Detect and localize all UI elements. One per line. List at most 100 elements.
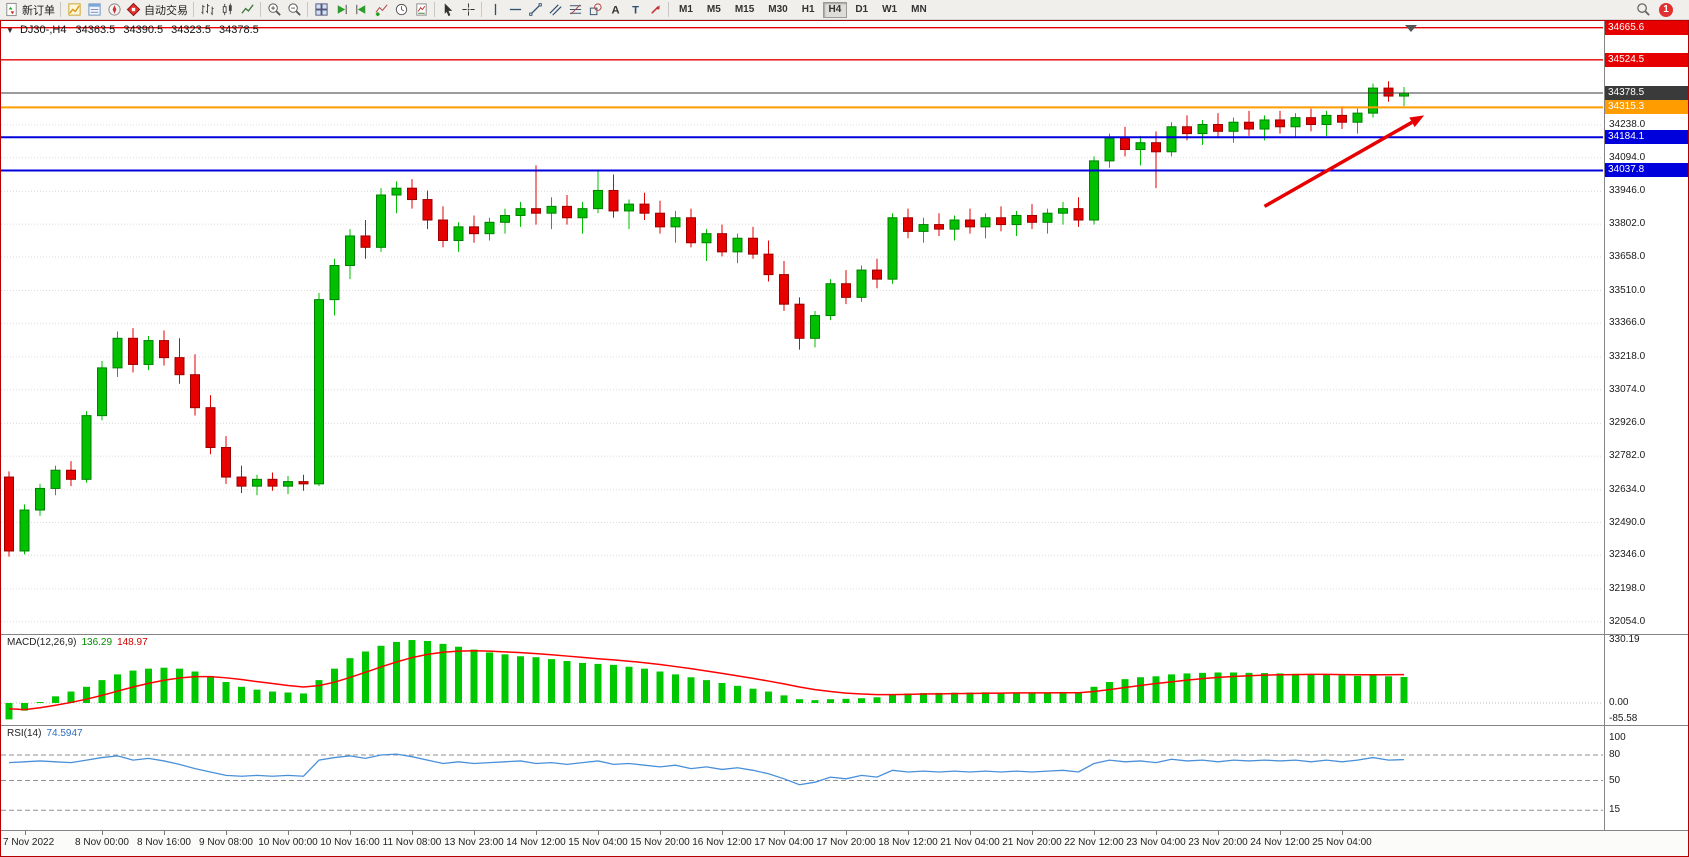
macd-histogram-bar	[718, 682, 726, 703]
cursor-button[interactable]	[438, 1, 458, 19]
trend-arrow[interactable]	[1263, 120, 1413, 208]
rsi-panel-separator[interactable]	[1, 725, 1688, 726]
macd-histogram-bar	[501, 654, 509, 703]
candle-body	[763, 253, 774, 276]
candle-body	[1259, 119, 1270, 130]
zoom-in-button[interactable]	[264, 1, 284, 19]
price-grid-label: 33218.0	[1609, 350, 1646, 362]
bar-chart-button[interactable]	[197, 1, 217, 19]
market-watch-button[interactable]	[64, 1, 84, 19]
macd-histogram-bar	[532, 657, 540, 703]
macd-histogram-bar	[579, 662, 586, 703]
timeframe-M15-button[interactable]: M15	[729, 2, 760, 18]
zoom-out-icon	[287, 3, 301, 16]
macd-histogram-bar	[563, 661, 571, 703]
auto-scroll-button[interactable]	[331, 1, 351, 19]
search-button[interactable]	[1633, 1, 1653, 19]
time-tick	[412, 831, 413, 835]
macd-histogram-bar	[827, 699, 834, 703]
line-chart-button[interactable]	[237, 1, 257, 19]
open-value: 34363.5	[75, 24, 116, 36]
text-label-button[interactable]: T	[625, 1, 645, 19]
macd-histogram-bar	[734, 685, 741, 703]
macd-histogram-bar	[1385, 676, 1392, 703]
macd-panel-separator[interactable]	[1, 634, 1688, 635]
zoom-out-button[interactable]	[284, 1, 304, 19]
candle-body	[407, 187, 417, 201]
price-chart[interactable]	[1, 21, 1603, 634]
macd-histogram-bar	[548, 659, 555, 703]
indicators-button[interactable]	[371, 1, 391, 19]
candle-body	[965, 219, 975, 228]
timeframe-MN-button[interactable]: MN	[905, 2, 933, 18]
macd-histogram-bar	[222, 682, 230, 703]
cursor-icon	[444, 3, 452, 17]
timeframe-D1-button[interactable]: D1	[849, 2, 874, 18]
macd-histogram-bar	[176, 668, 183, 703]
timeframe-W1-button[interactable]: W1	[876, 2, 903, 18]
candle-body	[50, 469, 61, 489]
time-tick	[1218, 831, 1219, 835]
navigator-button[interactable]	[104, 1, 124, 19]
macd-histogram-bar	[749, 688, 757, 703]
macd-histogram-bar	[160, 667, 168, 703]
new-order-icon	[6, 2, 17, 17]
candle-body	[1244, 121, 1254, 130]
chart-shift-marker-icon[interactable]	[1405, 25, 1417, 32]
quick-trade-arrow-icon[interactable]: ▼	[6, 26, 14, 35]
timeframe-H4-button[interactable]: H4	[822, 1, 848, 18]
data-window-button[interactable]	[84, 1, 104, 19]
macd-histogram-bar	[455, 646, 462, 703]
templates-button[interactable]	[411, 1, 431, 19]
macd-histogram-bar	[904, 693, 912, 703]
candle-body	[360, 235, 371, 248]
notification-badge[interactable]: 1	[1659, 2, 1673, 17]
chart-shift-button[interactable]	[351, 1, 371, 19]
new-order-button[interactable]: 新订单	[2, 1, 57, 19]
periods-button[interactable]	[391, 1, 411, 19]
macd-signal-value: 148.97	[117, 637, 148, 648]
candle-body	[469, 226, 479, 235]
time-tick	[536, 831, 537, 835]
macd-histogram-bar	[486, 652, 493, 703]
horizontal-line-button[interactable]	[505, 1, 525, 19]
timeframe-M30-button[interactable]: M30	[762, 2, 793, 18]
candlestick-icon	[222, 3, 232, 16]
price-grid-label: 34238.0	[1609, 118, 1646, 130]
timeframe-M5-button[interactable]: M5	[701, 2, 727, 18]
arrows-button[interactable]	[645, 1, 665, 19]
time-axis[interactable]: 7 Nov 2022 8 Nov 00:00 8 Nov 16:00 9 Nov 08…	[1, 831, 1688, 856]
vertical-line-button[interactable]	[485, 1, 505, 19]
periods-icon	[395, 3, 407, 16]
indicators-icon	[375, 4, 387, 17]
candle-body	[190, 374, 200, 409]
timeframe-M1-button[interactable]: M1	[673, 2, 699, 18]
price-grid-label: 34094.0	[1609, 151, 1646, 163]
candle-body	[159, 340, 169, 359]
candle-body	[670, 217, 681, 228]
text-button[interactable]: A	[605, 1, 625, 19]
fibonacci-button[interactable]	[565, 1, 585, 19]
candlestick-button[interactable]	[217, 1, 237, 19]
macd-panel[interactable]	[1, 635, 1603, 725]
macd-histogram-bar	[656, 671, 664, 703]
macd-histogram-bar	[1199, 672, 1206, 703]
autotrading-button[interactable]: 自动交易	[124, 1, 190, 19]
timeframe-H1-button[interactable]: H1	[796, 2, 821, 18]
trendline-button[interactable]	[525, 1, 545, 19]
rsi-panel[interactable]	[1, 726, 1603, 830]
macd-histogram-bar	[935, 692, 943, 703]
shapes-button[interactable]	[585, 1, 605, 19]
zoom-in-icon	[267, 3, 281, 16]
crosshair-button[interactable]	[458, 1, 478, 19]
price-axis[interactable]: 34238.0 34094.0 33946.0 33802.0 33658.0 33510…	[1605, 21, 1688, 831]
price-grid-label: 32198.0	[1609, 582, 1646, 594]
candle-body	[298, 481, 309, 485]
time-tick	[970, 831, 971, 835]
macd-histogram-bar	[687, 677, 695, 703]
candle-body	[453, 226, 464, 241]
tile-windows-button[interactable]	[311, 1, 331, 19]
time-label: 7 Nov 2022	[3, 837, 55, 848]
price-grid-label: 32782.0	[1609, 450, 1646, 462]
channel-button[interactable]	[545, 1, 565, 19]
